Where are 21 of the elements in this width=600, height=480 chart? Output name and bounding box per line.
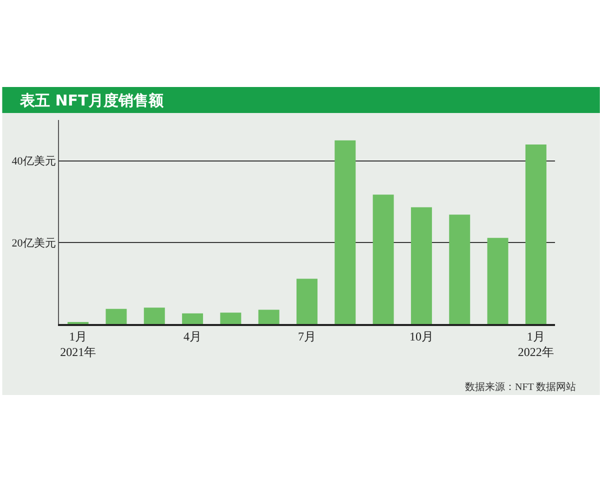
x-tick-label: 7月	[298, 329, 316, 344]
bar	[296, 278, 318, 324]
x-tick-label: 1月 2022年	[518, 329, 554, 359]
bar	[525, 144, 546, 324]
bar	[372, 194, 394, 324]
bar	[487, 238, 508, 324]
chart-title: 表五 NFT月度销售额	[19, 91, 164, 110]
bar	[182, 313, 204, 324]
x-tick-label: 4月	[184, 329, 202, 344]
bar	[144, 308, 165, 324]
bar	[449, 214, 470, 324]
source-note: 数据来源：NFT 数据网站	[465, 381, 576, 393]
y-tick-label: 40亿美元	[12, 154, 56, 168]
y-tick-label: 20亿美元	[12, 236, 56, 250]
bar	[334, 140, 356, 324]
bar	[106, 308, 127, 324]
x-tick-label: 10月	[409, 329, 434, 344]
x-tick-label: 1月 2021年	[60, 329, 96, 359]
bar	[410, 207, 432, 324]
bar	[220, 312, 242, 324]
bar	[258, 310, 280, 324]
